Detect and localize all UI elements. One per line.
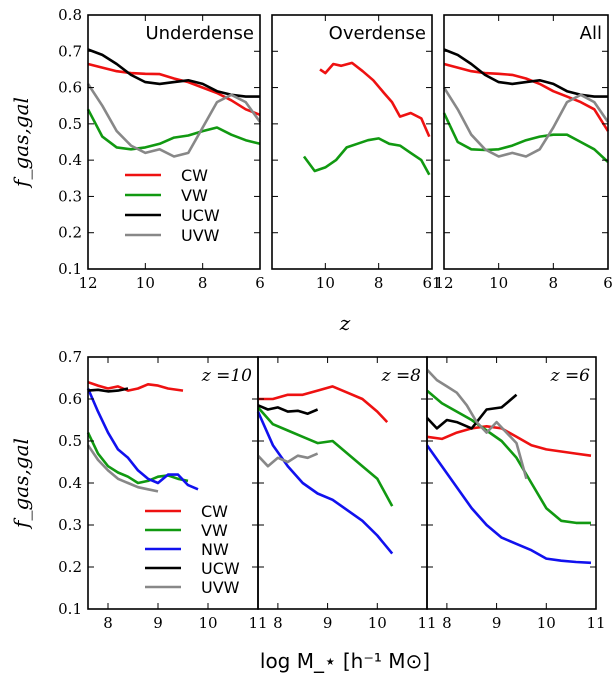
x-tick-label: 6 [255, 274, 265, 292]
legend-label: UVW [201, 578, 240, 597]
series-line-vw [442, 112, 609, 163]
x-axis-label-top: z [339, 311, 351, 335]
x-tick-label: 10 [136, 274, 155, 292]
series-line-ucw [443, 48, 608, 98]
x-tick-label: 9 [153, 614, 163, 632]
y-tick-label: 0.4 [58, 151, 82, 169]
series-line-vw [257, 406, 394, 507]
x-tick-label: 10 [316, 274, 335, 292]
y-tick-label: 0.4 [58, 474, 82, 492]
series-line-ucw [426, 393, 518, 430]
redshift-annotation: z =8 [381, 366, 422, 386]
panel-bottom-right: 8 9 10 11 z =6 [425, 356, 606, 632]
y-axis-label: f_gas,gal [9, 97, 33, 189]
panel-top-middle: 10 8 61 Overdense [271, 14, 442, 292]
x-tick-label: 8 [103, 614, 113, 632]
x-tick-label: 9 [492, 614, 502, 632]
x-tick-label: 12 [434, 274, 453, 292]
x-tick-label: 10 [368, 614, 387, 632]
series-line-cw [443, 62, 610, 132]
x-tick-label: 11 [586, 614, 605, 632]
y-tick-label: 0.5 [58, 115, 82, 133]
x-tick-label: 8 [374, 274, 384, 292]
series-line-uvw [86, 83, 262, 158]
legend-label: CW [181, 166, 208, 185]
y-tick-label: 0.6 [58, 79, 82, 97]
panel-top-right: 12 10 8 6 All [434, 14, 613, 292]
series-line-cw [426, 424, 592, 457]
series-line-cw [87, 380, 184, 392]
redshift-annotation: z =6 [550, 366, 591, 386]
series-line-uvw [86, 444, 159, 493]
panel-title: Underdense [145, 23, 254, 44]
x-tick-label: 8 [549, 274, 559, 292]
series-line-cw [258, 385, 389, 423]
series-line-uvw [257, 452, 319, 468]
x-tick-label: 8 [273, 614, 283, 632]
x-tick-label: 6 [603, 274, 613, 292]
y-tick-label: 0.3 [58, 516, 82, 534]
y-tick-label: 0.7 [58, 348, 82, 366]
panel-title: Overdense [329, 23, 426, 44]
series-line-vw [86, 432, 189, 485]
x-tick-label: 61 [422, 274, 441, 292]
x-tick-label: 8 [198, 274, 208, 292]
x-tick-label: 8 [442, 614, 452, 632]
x-tick-label: 10 [198, 614, 217, 632]
axes-frame [271, 14, 433, 270]
y-tick-label: 0.1 [58, 600, 82, 618]
panel-top-left: 12 10 8 6 0.1 0.2 0.3 0.4 0.5 0.6 0.7 0.8 Underdense… [58, 6, 265, 292]
series-line-vw [426, 389, 591, 525]
series-line-ucw [87, 48, 260, 98]
panel-title: All [580, 23, 602, 44]
series-line-vw [86, 108, 261, 151]
legend-label: VW [181, 186, 208, 205]
panel-bottom-left: 8 9 10 11 0.1 0.2 0.3 0.4 0.5 0.6 0.7 z =10 CWVWNWUC… [58, 348, 267, 632]
x-tick-label: 12 [78, 274, 97, 292]
legend-label: UCW [201, 559, 240, 578]
series-line-cw [319, 61, 431, 138]
series-line-ucw [87, 387, 129, 393]
legend-label: UVW [181, 226, 220, 245]
x-tick-label: 10 [489, 274, 508, 292]
x-tick-label: 10 [537, 614, 556, 632]
legend-label: VW [201, 521, 228, 540]
series-line-nw [86, 387, 199, 491]
y-tick-label: 0.2 [58, 224, 82, 242]
legend-label: CW [201, 502, 228, 521]
y-tick-label: 0.5 [58, 432, 82, 450]
y-tick-label: 0.8 [58, 6, 82, 24]
y-tick-label: 0.1 [58, 260, 82, 278]
x-tick-label: 9 [323, 614, 333, 632]
axes-frame [87, 14, 261, 270]
y-tick-label: 0.3 [58, 187, 82, 205]
series-line-uvw [426, 368, 528, 480]
series-line-cw [87, 62, 261, 117]
legend-label: NW [201, 540, 229, 559]
axes-frame [443, 14, 609, 270]
series-line-nw [425, 444, 592, 565]
y-axis-label: f_gas,gal [9, 438, 33, 530]
y-tick-label: 0.2 [58, 558, 82, 576]
y-tick-label: 0.7 [58, 42, 82, 60]
y-tick-label: 0.6 [58, 390, 82, 408]
x-axis-label-bottom: log M_⋆ [h⁻¹ M⊙] [260, 649, 430, 673]
x-tick-label: 11 [248, 614, 267, 632]
x-tick-label: 11 [417, 614, 436, 632]
panel-bottom-middle: 8 9 10 11 z =8 [256, 356, 437, 632]
series-line-vw [302, 137, 431, 176]
series-line-ucw [257, 404, 319, 416]
series-line-uvw [442, 86, 610, 158]
legend-label: UCW [181, 206, 220, 225]
redshift-annotation: z =10 [201, 366, 252, 386]
series-line-nw [256, 411, 394, 555]
